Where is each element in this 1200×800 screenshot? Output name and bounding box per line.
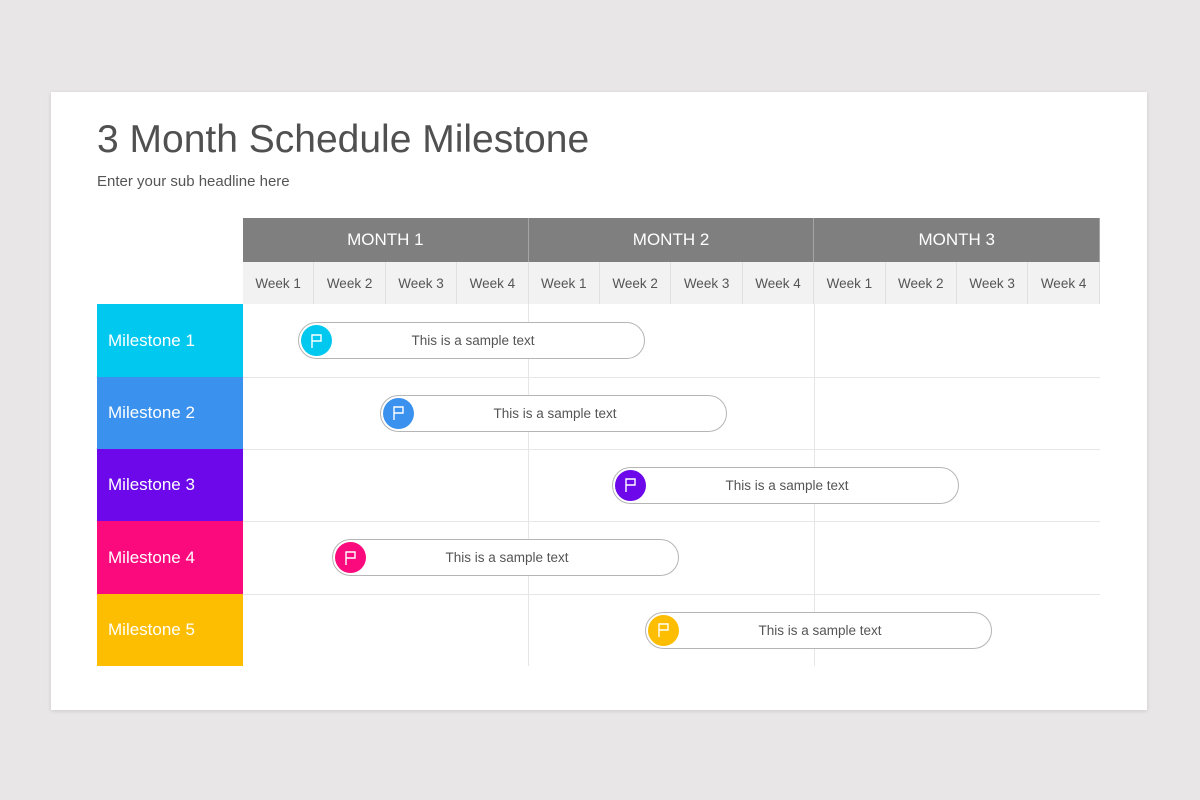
flag-icon [383,397,414,429]
milestone-bar[interactable]: This is a sample text [645,611,992,649]
milestone-text: This is a sample text [725,477,849,493]
week-header: Week 4 [1028,262,1100,304]
flag-icon [335,542,366,573]
week-header: Week 2 [885,262,957,304]
week-header: Week 4 [457,262,529,304]
milestone-bar[interactable]: This is a sample text [332,539,679,576]
milestone-label: Milestone 2 [97,377,243,449]
week-header: Week 1 [814,262,886,304]
week-header: Week 3 [957,262,1029,304]
month-divider [528,304,529,666]
week-header: Week 2 [314,262,386,304]
flag-icon [301,325,332,356]
milestone-bar[interactable]: This is a sample text [298,322,645,359]
week-header: Week 3 [671,262,743,304]
milestone-label: Milestone 1 [97,304,243,377]
flag-icon [615,469,646,501]
milestone-label: Milestone 4 [97,521,243,594]
page-title: 3 Month Schedule Milestone [97,118,590,161]
month-header: MONTH 3 [814,218,1101,262]
milestone-label: Milestone 5 [97,594,243,666]
week-header: Week 1 [243,262,315,304]
milestone-text: This is a sample text [758,622,882,638]
milestone-bar[interactable]: This is a sample text [380,394,727,432]
month-header: MONTH 1 [243,218,529,262]
row-divider [243,594,1100,595]
week-header: Week 1 [528,262,600,304]
flag-icon [648,614,679,646]
milestone-text: This is a sample text [411,333,535,348]
milestone-label: Milestone 3 [97,449,243,521]
milestone-text: This is a sample text [493,405,617,421]
row-divider [243,521,1100,522]
week-header: Week 4 [742,262,815,304]
row-divider [243,449,1100,450]
row-divider [243,377,1100,378]
subtitle: Enter your sub headline here [97,173,290,190]
milestone-bar[interactable]: This is a sample text [612,466,959,504]
month-header: MONTH 2 [528,218,815,262]
milestone-text: This is a sample text [445,550,569,565]
week-header: Week 2 [600,262,672,304]
week-header: Week 3 [385,262,458,304]
